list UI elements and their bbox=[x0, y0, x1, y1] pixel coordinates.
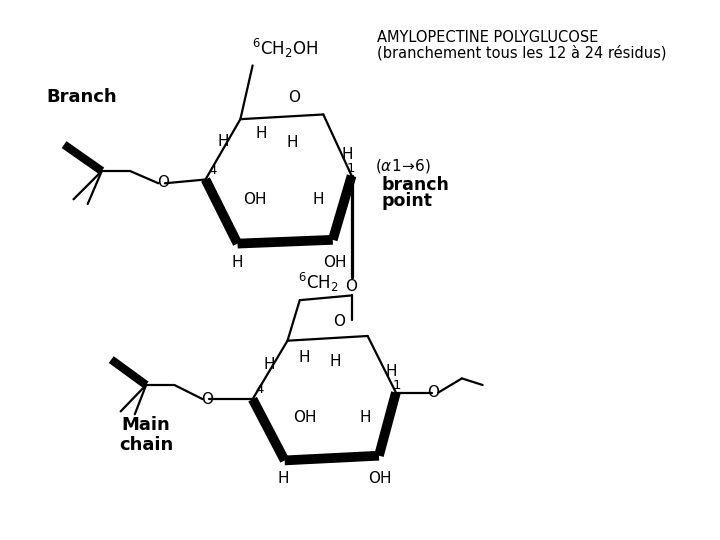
Text: O: O bbox=[157, 175, 169, 190]
Text: $^6$CH$_2$OH: $^6$CH$_2$OH bbox=[252, 37, 318, 60]
Text: 4: 4 bbox=[209, 164, 217, 177]
Text: O: O bbox=[202, 392, 213, 407]
Text: Main
chain: Main chain bbox=[119, 416, 174, 454]
Text: H: H bbox=[232, 255, 243, 270]
Text: H: H bbox=[385, 364, 397, 379]
Text: H: H bbox=[299, 350, 310, 365]
Text: 1: 1 bbox=[392, 379, 401, 392]
Text: H: H bbox=[330, 354, 341, 369]
Text: $(\alpha 1\!\rightarrow\!6)$: $(\alpha 1\!\rightarrow\!6)$ bbox=[375, 157, 431, 176]
Text: H: H bbox=[359, 410, 371, 426]
Text: OH: OH bbox=[368, 471, 392, 486]
Text: H: H bbox=[264, 357, 275, 372]
Text: O: O bbox=[346, 280, 358, 294]
Text: Branch: Branch bbox=[47, 89, 117, 106]
Text: AMYLOPECTINE POLYGLUCOSE: AMYLOPECTINE POLYGLUCOSE bbox=[377, 30, 598, 45]
Text: 4: 4 bbox=[255, 383, 264, 396]
Text: H: H bbox=[256, 126, 267, 141]
Text: 1: 1 bbox=[346, 161, 355, 175]
Text: branch: branch bbox=[382, 176, 450, 194]
Text: H: H bbox=[277, 471, 289, 486]
Text: O: O bbox=[428, 385, 440, 400]
Text: (branchement tous les 12 à 24 résidus): (branchement tous les 12 à 24 résidus) bbox=[377, 44, 667, 60]
Text: OH: OH bbox=[243, 192, 266, 207]
Text: OH: OH bbox=[293, 410, 316, 426]
Text: OH: OH bbox=[323, 255, 346, 270]
Text: point: point bbox=[382, 192, 433, 210]
Text: H: H bbox=[341, 146, 353, 161]
Text: H: H bbox=[313, 192, 325, 207]
Text: O: O bbox=[288, 90, 300, 105]
Text: $^6$CH$_2$: $^6$CH$_2$ bbox=[298, 271, 338, 294]
Text: O: O bbox=[333, 314, 346, 329]
Text: H: H bbox=[287, 135, 298, 150]
Text: H: H bbox=[217, 134, 229, 149]
